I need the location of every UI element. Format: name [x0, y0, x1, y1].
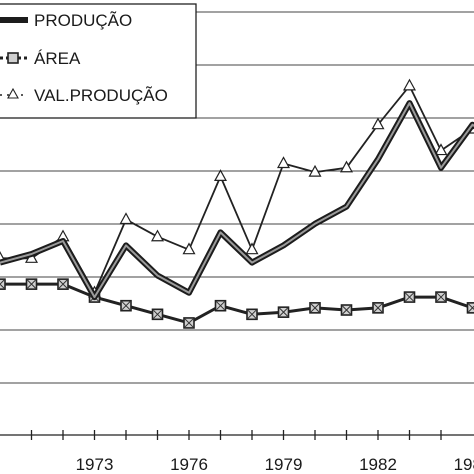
x-tick-label: 1985 [454, 455, 474, 474]
data-point-triangle [245, 242, 259, 255]
data-point-triangle [276, 156, 291, 169]
data-point-triangle [371, 117, 385, 130]
series-group [0, 78, 474, 329]
data-point-hatch [279, 307, 288, 317]
x-tick-label: 1979 [265, 455, 303, 474]
legend-label: VAL.PRODUÇÃO [34, 86, 168, 105]
x-axis: 1973 1976 1979 1982 1985 [0, 430, 474, 474]
legend-marker-square [7, 52, 19, 64]
x-tick-label: 1982 [359, 455, 397, 474]
legend-item: PRODUÇÃO [0, 11, 132, 30]
data-point-hatch [0, 279, 5, 289]
data-point-hatch [468, 303, 474, 313]
data-point-hatch [58, 279, 68, 289]
x-tick-label: 1973 [76, 455, 114, 474]
series-rea [0, 278, 474, 329]
data-point-triangle [339, 160, 354, 173]
data-point-hatch [27, 279, 36, 289]
legend-label: PRODUÇÃO [34, 11, 132, 30]
data-point-hatch [405, 292, 414, 302]
data-point-hatch [436, 292, 446, 302]
x-tick-label: 1976 [170, 455, 208, 474]
legend-label: ÁREA [34, 49, 81, 68]
legend-item: ÁREA [0, 49, 81, 68]
series-line [0, 100, 474, 301]
data-point-hatch [184, 318, 194, 328]
data-point-triangle [434, 143, 448, 156]
series-produ-o [0, 100, 474, 301]
legend: PRODUÇÃO ÁREA VAL.PRODUÇÃO [0, 3, 197, 119]
data-point-triangle [150, 229, 165, 242]
data-point-triangle [182, 242, 196, 255]
legend-marker-triangle [7, 87, 19, 99]
data-point-hatch [342, 305, 351, 315]
data-point-square [0, 278, 6, 290]
data-point-hatch [310, 303, 320, 313]
legend-box [0, 3, 197, 119]
data-point-triangle [213, 169, 228, 181]
data-point-hatch [216, 301, 225, 311]
data-point-hatch [247, 309, 257, 319]
data-point-triangle [308, 164, 322, 177]
data-point-triangle [119, 212, 133, 225]
data-point-hatch [153, 309, 162, 319]
data-point-hatch [373, 303, 383, 313]
data-point-triangle [402, 78, 417, 91]
legend-item: VAL.PRODUÇÃO [0, 86, 168, 105]
data-point-square [466, 302, 474, 314]
data-point-hatch [121, 301, 131, 311]
series-line [0, 282, 474, 325]
series-line-inner [0, 102, 474, 299]
